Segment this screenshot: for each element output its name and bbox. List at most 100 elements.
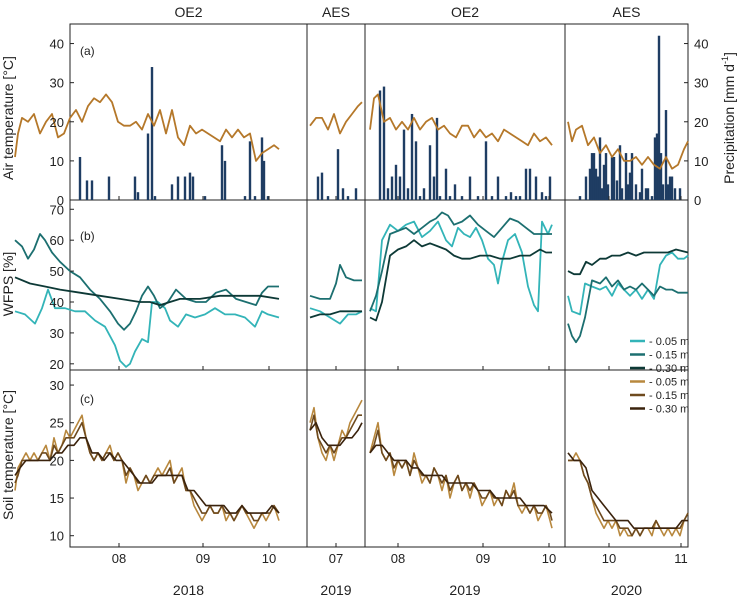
precipitation-bar	[354, 188, 358, 200]
precipitation-bar	[398, 176, 402, 200]
panel-c-soil-temperature: 10 15 20 25 30 (c) Soil temperature [°C]	[0, 378, 689, 544]
year-label: 2019	[449, 582, 480, 598]
air-temperature-line	[309, 101, 363, 135]
air-temperature-line	[14, 93, 280, 162]
precipitation-bar	[460, 196, 464, 200]
precipitation-bar	[540, 192, 544, 200]
precipitation-bar	[444, 168, 448, 200]
x-tick-label: 09	[476, 551, 490, 566]
y2-tick-label: 20	[694, 115, 708, 130]
precipitation-bar	[598, 137, 602, 200]
precipitation-bar	[630, 153, 634, 200]
year-label: 2020	[611, 582, 642, 598]
y-tick-label: 10	[50, 529, 64, 544]
x-tick-label: 10	[542, 551, 556, 566]
air-temperature-axis-label: Air temperature [°C]	[0, 56, 16, 180]
legend: - 0.05 m- 0.15 m- 0.30 m- 0.05 m- 0.15 m…	[630, 336, 689, 416]
precipitation-bar	[414, 141, 418, 200]
precipitation-bar	[634, 184, 638, 200]
precipitation-bar	[188, 172, 192, 200]
x-tick-label: 08	[391, 551, 405, 566]
precipitation-bar	[484, 141, 488, 200]
wfps-line	[309, 310, 362, 319]
precipitation-bar	[176, 176, 180, 200]
y-tick-label: 60	[50, 233, 64, 248]
precipitation-bar	[624, 153, 628, 200]
precipitation-bar	[133, 176, 137, 200]
soil-temperature-axis-label: Soil temperature [°C]	[0, 390, 16, 520]
wfps-axis-label: WFPS [%]	[0, 252, 16, 317]
precipitation-bar	[504, 196, 508, 200]
precipitation-axis-label-main: Precipitation [mm d	[721, 64, 737, 184]
y2-tick-label: 10	[694, 154, 708, 169]
year-label: 2018	[173, 582, 204, 598]
precipitation-bar	[316, 176, 320, 200]
precipitation-bar	[659, 153, 663, 200]
year-label: 2019	[320, 582, 351, 598]
precipitation-bar	[146, 133, 150, 200]
y-tick-label: 0	[57, 193, 64, 208]
column-headers: OE2 AES OE2 AES	[174, 4, 640, 20]
y-tick-label: 20	[50, 115, 64, 130]
legend-label: - 0.15 m	[649, 350, 689, 362]
precipitation-bar	[266, 196, 270, 200]
precipitation-bar	[468, 176, 472, 200]
precipitation-bar	[618, 145, 622, 200]
y-tick-label: 20	[50, 357, 64, 372]
precipitation-bar	[548, 176, 552, 200]
y2-tick-label: 0	[694, 193, 701, 208]
precipitation-bar	[382, 86, 386, 200]
wfps-line	[309, 307, 363, 325]
precipitation-bar	[664, 110, 668, 200]
precipitation-bar	[650, 196, 654, 200]
precipitation-bar	[136, 192, 140, 200]
y-tick-label: 25	[50, 416, 64, 431]
y-tick-label: 15	[50, 491, 64, 506]
precipitation-bar	[170, 184, 174, 200]
precipitation-bar	[406, 188, 410, 200]
y-tick-label: 40	[50, 37, 64, 52]
precipitation-bar	[346, 196, 350, 200]
soil-temperature-line	[14, 437, 280, 514]
wfps-line	[369, 239, 552, 322]
precipitation-bar	[600, 188, 604, 200]
precipitation-bar	[514, 196, 518, 200]
wfps-lines	[14, 211, 689, 368]
precipitation-bar	[476, 196, 480, 200]
precipitation-bar	[90, 180, 94, 200]
precipitation-bar	[584, 176, 588, 200]
precipitation-bar	[509, 192, 513, 200]
precipitation-bar	[220, 145, 224, 200]
precipitation-bar	[640, 168, 644, 200]
precipitation-bar	[666, 184, 670, 200]
air-temperature-line	[567, 121, 689, 170]
precipitation-bar	[402, 129, 406, 200]
period-label: OE2	[451, 4, 479, 20]
precipitation-bar	[626, 184, 630, 200]
precipitation-bar	[524, 168, 528, 200]
precipitation-bar	[78, 156, 82, 200]
soil-temperature-line	[309, 399, 363, 462]
panel-b-axes: 20 30 40 50 60 70	[50, 202, 74, 372]
precipitation-bar	[107, 176, 111, 200]
panel-a-label: (a)	[80, 44, 95, 58]
precipitation-bar	[262, 160, 266, 200]
y-tick-label: 30	[50, 378, 64, 393]
soil-temperature-line	[309, 421, 363, 447]
precipitation-bars	[78, 35, 682, 201]
precipitation-bar	[394, 164, 398, 200]
precipitation-bar	[260, 137, 264, 200]
wfps-line	[567, 248, 689, 276]
x-tick-label: 10	[602, 551, 616, 566]
precipitation-bar	[615, 180, 619, 200]
precipitation-bar	[326, 196, 330, 200]
precipitation-bar	[253, 196, 257, 200]
x-tick-label: 08	[112, 551, 126, 566]
precipitation-bar	[594, 168, 598, 200]
precipitation-bar	[490, 196, 494, 200]
soil-temperature-lines	[14, 399, 689, 537]
precipitation-bar	[248, 141, 252, 200]
soil-temperature-line	[567, 452, 688, 529]
y-tick-label: 30	[50, 326, 64, 341]
